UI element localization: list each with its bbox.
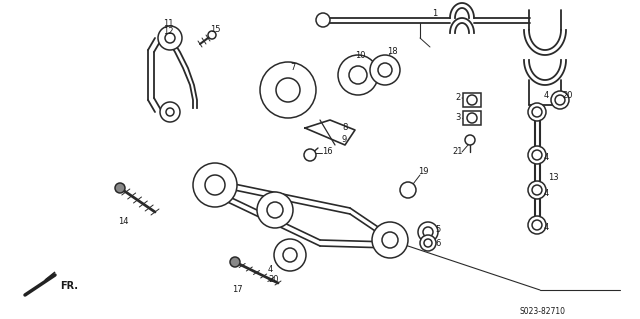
Circle shape bbox=[555, 95, 565, 105]
Text: 4: 4 bbox=[268, 265, 273, 275]
Circle shape bbox=[465, 135, 475, 145]
Circle shape bbox=[382, 232, 398, 248]
Text: 1: 1 bbox=[432, 9, 437, 18]
Text: 6: 6 bbox=[435, 239, 440, 248]
Circle shape bbox=[165, 33, 175, 43]
Circle shape bbox=[267, 202, 283, 218]
Circle shape bbox=[532, 220, 542, 230]
Circle shape bbox=[420, 235, 436, 251]
Text: 3: 3 bbox=[455, 114, 460, 122]
Text: 7: 7 bbox=[290, 63, 296, 72]
Text: 20: 20 bbox=[268, 276, 278, 285]
Circle shape bbox=[115, 183, 125, 193]
Text: S023-82710: S023-82710 bbox=[520, 308, 566, 316]
Text: 2: 2 bbox=[455, 93, 460, 102]
Text: 20: 20 bbox=[562, 91, 573, 100]
Circle shape bbox=[528, 181, 546, 199]
Text: 19: 19 bbox=[418, 167, 429, 176]
Circle shape bbox=[349, 66, 367, 84]
Text: 16: 16 bbox=[322, 147, 333, 157]
Circle shape bbox=[528, 103, 546, 121]
Circle shape bbox=[370, 55, 400, 85]
Text: 14: 14 bbox=[118, 218, 129, 226]
Text: 12: 12 bbox=[163, 27, 173, 36]
Circle shape bbox=[532, 150, 542, 160]
Bar bbox=[463, 111, 481, 125]
Circle shape bbox=[532, 107, 542, 117]
Text: 21: 21 bbox=[452, 147, 463, 157]
Circle shape bbox=[338, 55, 378, 95]
Text: 18: 18 bbox=[387, 47, 397, 56]
Circle shape bbox=[423, 227, 433, 237]
Text: 4: 4 bbox=[544, 189, 549, 197]
Circle shape bbox=[424, 239, 432, 247]
Circle shape bbox=[467, 95, 477, 105]
Text: 17: 17 bbox=[232, 286, 243, 294]
Text: 5: 5 bbox=[435, 226, 440, 234]
Circle shape bbox=[193, 163, 237, 207]
Circle shape bbox=[276, 78, 300, 102]
Circle shape bbox=[274, 239, 306, 271]
Text: 13: 13 bbox=[548, 174, 559, 182]
Circle shape bbox=[230, 257, 240, 267]
Circle shape bbox=[205, 175, 225, 195]
Text: 10: 10 bbox=[355, 50, 365, 60]
Circle shape bbox=[208, 31, 216, 39]
Text: 4: 4 bbox=[544, 224, 549, 233]
Circle shape bbox=[372, 222, 408, 258]
Circle shape bbox=[316, 13, 330, 27]
Circle shape bbox=[160, 102, 180, 122]
Circle shape bbox=[260, 62, 316, 118]
Circle shape bbox=[257, 192, 293, 228]
Circle shape bbox=[400, 182, 416, 198]
Circle shape bbox=[158, 26, 182, 50]
Text: 4: 4 bbox=[544, 153, 549, 162]
Circle shape bbox=[378, 63, 392, 77]
Circle shape bbox=[467, 113, 477, 123]
Text: 9: 9 bbox=[342, 136, 348, 145]
Circle shape bbox=[528, 146, 546, 164]
Text: 8: 8 bbox=[342, 123, 348, 132]
Circle shape bbox=[304, 149, 316, 161]
Circle shape bbox=[551, 91, 569, 109]
Circle shape bbox=[283, 248, 297, 262]
Text: FR.: FR. bbox=[60, 281, 78, 291]
Text: 4: 4 bbox=[544, 91, 549, 100]
Circle shape bbox=[528, 216, 546, 234]
Circle shape bbox=[532, 185, 542, 195]
Circle shape bbox=[418, 222, 438, 242]
Text: 15: 15 bbox=[210, 26, 221, 34]
Bar bbox=[463, 93, 481, 107]
Text: 11: 11 bbox=[163, 19, 173, 28]
Polygon shape bbox=[45, 272, 55, 280]
Circle shape bbox=[166, 108, 174, 116]
